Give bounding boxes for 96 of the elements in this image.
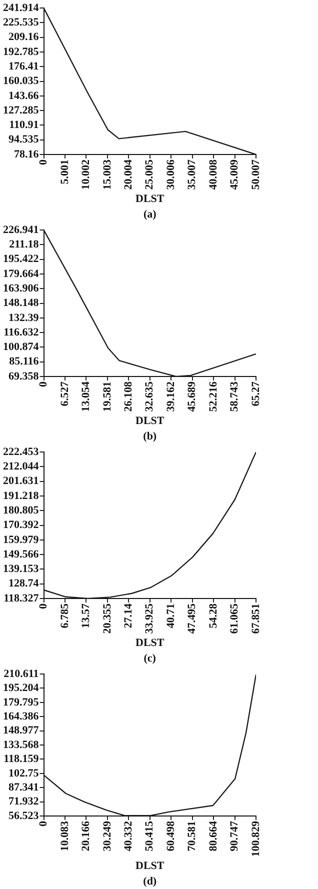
text: (b): [143, 430, 157, 442]
y-tick-label: 78.16: [14, 148, 40, 160]
x-tick-label: 20.004: [122, 159, 134, 190]
x-tick-label: 45.009: [228, 159, 241, 190]
y-tick-label: 149.566: [3, 548, 40, 560]
x-tick-label: 40.332: [122, 820, 134, 852]
x-tick-label: 30.006: [164, 159, 177, 190]
y-tick-label: 127.285: [3, 104, 40, 116]
x-tick-label: 50.007: [250, 159, 262, 190]
x-tick-label: 32.635: [144, 381, 156, 412]
y-tick-label: 170.392: [3, 519, 40, 532]
y-tick-label: 118.327: [4, 592, 40, 604]
x-tick-label: 13.57: [80, 603, 92, 628]
y-tick-label: 212.044: [3, 460, 40, 472]
x-tick-label: 47.495: [186, 603, 198, 634]
x-tick-label: 13.054: [80, 381, 92, 412]
x-tick-label: 10.002: [80, 159, 92, 190]
y-tick-label: 225.535: [3, 16, 40, 28]
y-tick-label: 163.906: [3, 282, 40, 294]
x-tick-label: 65.27: [250, 381, 262, 406]
x-tick-label: 67.851: [250, 604, 262, 634]
y-tick-label: 139.153: [3, 563, 40, 576]
x-tick-label: 60.498: [164, 820, 177, 852]
text: (a): [143, 208, 157, 220]
y-tick-label: 180.805: [3, 504, 40, 516]
x-tick-label: 40.71: [164, 604, 177, 628]
y-tick-label: 69.358: [8, 370, 40, 382]
x-tick-label: 80.664: [207, 820, 220, 852]
y-tick-label: 209.16: [8, 31, 40, 44]
y-tick-label: 164.386: [3, 710, 40, 722]
y-tick-label: 94.535: [8, 134, 40, 146]
y-tick-label: 116.632: [4, 326, 40, 338]
y-tick-label: 179.664: [3, 268, 40, 280]
x-tick-label: 58.743: [228, 381, 241, 412]
x-tick-label: 45.689: [186, 381, 198, 412]
x-axis-title: DLST: [136, 193, 165, 206]
y-tick-label: 222.453: [3, 446, 40, 458]
y-tick-label: 56.523: [8, 810, 40, 822]
x-tick-label: 0: [38, 381, 50, 388]
x-tick-label: 19.581: [101, 382, 114, 412]
x-tick-label: 30.249: [101, 820, 114, 852]
x-tick-label: 40.008: [207, 159, 220, 190]
y-tick-label: 176.41: [8, 60, 39, 72]
x-tick-label: 20.355: [101, 603, 114, 634]
y-tick-label: 85.116: [9, 356, 40, 368]
x-tick-label: 0: [38, 159, 50, 166]
y-tick-label: 118.159: [4, 753, 40, 766]
y-tick-label: 179.795: [3, 696, 40, 708]
y-tick-label: 71.932: [8, 796, 40, 808]
y-tick-label: 128.74: [8, 578, 40, 590]
x-tick-label: 100.829: [250, 820, 262, 857]
x-tick-label: 35.007: [186, 159, 198, 190]
x-tick-label: 0: [38, 603, 50, 610]
x-tick-label: 50.415: [144, 820, 156, 852]
x-tick-label: 6.527: [58, 381, 71, 406]
y-tick-label: 133.568: [3, 738, 40, 751]
y-tick-label: 211.18: [9, 238, 40, 250]
x-tick-label: 61.065: [228, 603, 241, 634]
x-axis-title: DLST: [136, 637, 165, 650]
y-tick-label: 191.218: [3, 490, 40, 502]
x-axis-title: DLST: [136, 860, 165, 872]
text: (c): [144, 652, 156, 664]
x-tick-label: 39.162: [164, 381, 177, 412]
y-tick-label: 110.91: [9, 119, 39, 132]
y-tick-label: 226.941: [3, 224, 39, 236]
x-tick-label: 25.005: [144, 159, 156, 190]
x-tick-label: 52.216: [207, 381, 220, 412]
y-tick-label: 195.422: [3, 253, 40, 266]
x-tick-label: 27.14: [122, 603, 134, 628]
x-tick-label: 70.581: [186, 821, 198, 852]
y-tick-label: 210.611: [4, 668, 39, 680]
y-tick-label: 148.148: [3, 297, 40, 310]
y-tick-label: 143.66: [8, 90, 40, 102]
x-tick-label: 10.083: [58, 820, 71, 852]
x-tick-label: 33.925: [144, 603, 156, 634]
x-tick-label: 5.001: [58, 160, 71, 184]
x-axis-title: DLST: [136, 415, 165, 428]
y-tick-label: 132.39: [8, 312, 40, 324]
y-tick-label: 102.75: [8, 767, 40, 780]
y-tick-label: 195.204: [3, 682, 40, 694]
y-tick-label: 87.341: [8, 781, 39, 794]
x-tick-label: 0: [38, 820, 50, 827]
x-tick-label: 26.108: [122, 381, 134, 412]
x-tick-label: 6.785: [58, 603, 71, 628]
y-tick-label: 201.631: [3, 475, 39, 488]
y-tick-label: 159.979: [3, 534, 40, 546]
x-tick-label: 54.28: [207, 603, 220, 628]
y-tick-label: 100.874: [3, 341, 40, 354]
y-tick-label: 241.914: [3, 2, 40, 14]
x-tick-label: 20.166: [80, 820, 92, 852]
y-tick-label: 160.035: [3, 75, 40, 88]
y-tick-label: 148.977: [3, 724, 40, 737]
x-tick-label: 90.747: [228, 820, 241, 852]
text: (d): [143, 875, 157, 888]
y-tick-label: 192.785: [3, 46, 40, 58]
x-tick-label: 15.003: [101, 159, 114, 190]
